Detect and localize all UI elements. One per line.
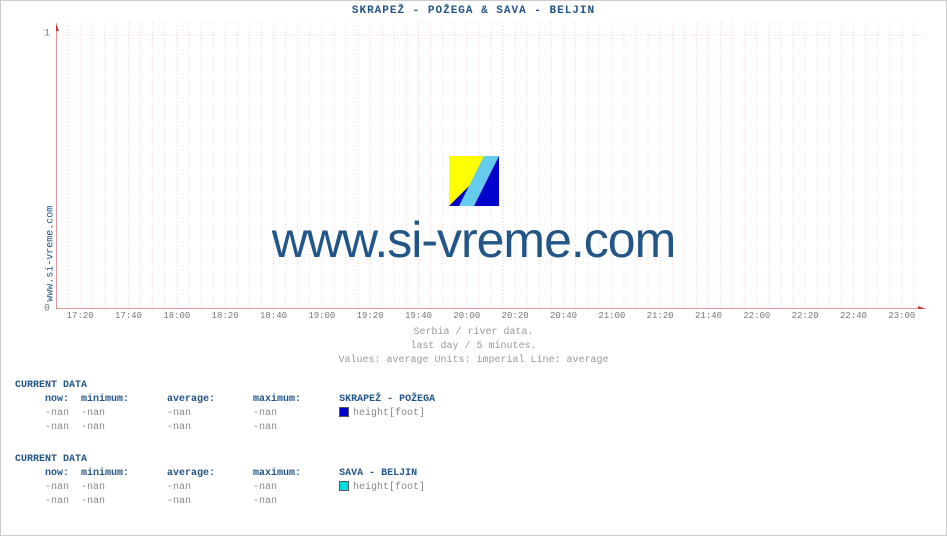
block-header: CURRENT DATA <box>15 453 425 467</box>
x-tick: 20:20 <box>502 311 529 321</box>
x-tick: 19:20 <box>357 311 384 321</box>
block-header: CURRENT DATA <box>15 379 435 393</box>
y-tick-1: 1 <box>44 29 50 40</box>
subtitle-1: Serbia / river data. <box>1 327 946 338</box>
param-label: height[foot] <box>353 407 425 421</box>
plot-svg <box>56 23 926 309</box>
x-tick: 20:00 <box>453 311 480 321</box>
subtitle-2: last day / 5 minutes. <box>1 341 946 352</box>
legend-swatch-icon <box>339 481 349 491</box>
x-tick: 17:20 <box>67 311 94 321</box>
x-tick: 21:00 <box>598 311 625 321</box>
legend-swatch-icon <box>339 407 349 417</box>
param-label: height[foot] <box>353 481 425 495</box>
data-row: -nan -nan -nan -nan <box>15 495 425 509</box>
x-tick: 22:20 <box>792 311 819 321</box>
y-tick-0: 0 <box>44 304 50 315</box>
x-tick: 22:40 <box>840 311 867 321</box>
block-columns: now: minimum: average: maximum: SAVA - B… <box>15 467 425 481</box>
x-tick: 18:00 <box>163 311 190 321</box>
x-tick: 22:00 <box>743 311 770 321</box>
x-ticks: 17:20 17:40 18:00 18:20 18:40 19:00 19:20 19:40… <box>56 311 926 325</box>
x-tick: 19:00 <box>308 311 335 321</box>
x-tick: 17:40 <box>115 311 142 321</box>
data-block-1: CURRENT DATA now: minimum: average: maxi… <box>15 379 435 435</box>
plot-area: 0 1 <box>56 23 926 309</box>
x-tick: 18:20 <box>212 311 239 321</box>
data-row: -nan -nan -nan -nanheight[foot] <box>15 407 435 421</box>
data-block-2: CURRENT DATA now: minimum: average: maxi… <box>15 453 425 509</box>
x-tick: 21:40 <box>695 311 722 321</box>
x-tick: 21:20 <box>647 311 674 321</box>
chart-title: SKRAPEŽ - POŽEGA & SAVA - BELJIN <box>1 5 946 17</box>
data-row: -nan -nan -nan -nan <box>15 421 435 435</box>
station-name: SAVA - BELJIN <box>339 467 417 481</box>
data-row: -nan -nan -nan -nanheight[foot] <box>15 481 425 495</box>
y-axis-label: www.si-vreme.com <box>46 206 57 302</box>
chart-container: www.si-vreme.com SKRAPEŽ - POŽEGA & SAVA… <box>0 0 947 536</box>
block-columns: now: minimum: average: maximum: SKRAPEŽ … <box>15 393 435 407</box>
subtitle-3: Values: average Units: imperial Line: av… <box>1 355 946 366</box>
x-tick: 20:40 <box>550 311 577 321</box>
x-tick: 19:40 <box>405 311 432 321</box>
x-tick: 23:00 <box>888 311 915 321</box>
station-name: SKRAPEŽ - POŽEGA <box>339 393 435 407</box>
x-tick: 18:40 <box>260 311 287 321</box>
